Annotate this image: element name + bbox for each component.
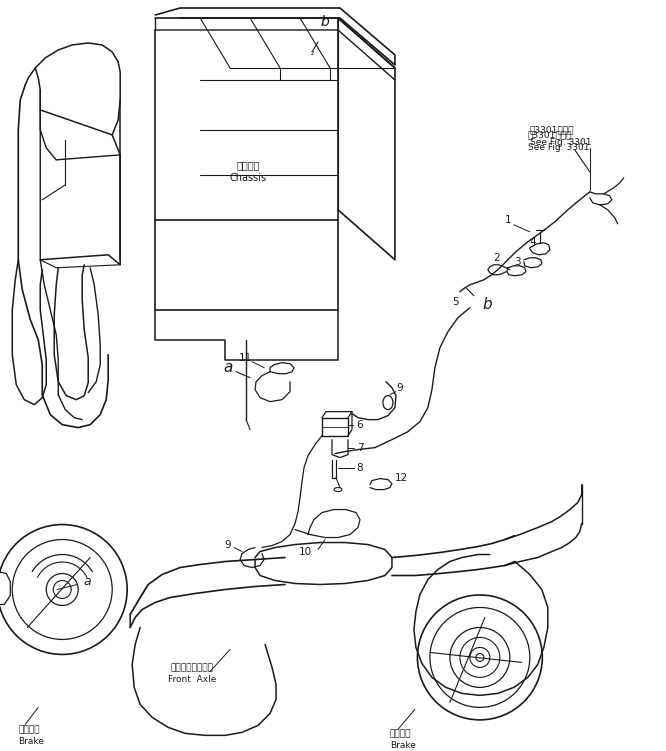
Text: 8: 8 xyxy=(357,463,363,472)
Text: a: a xyxy=(223,360,233,376)
Text: Front  Axle: Front Axle xyxy=(168,675,216,684)
Text: Brake: Brake xyxy=(18,737,44,746)
Text: 第3301図参照: 第3301図参照 xyxy=(528,131,572,140)
Text: シャーシ: シャーシ xyxy=(236,160,260,170)
Text: フロントアクスル: フロントアクスル xyxy=(170,663,214,672)
Text: 5: 5 xyxy=(453,297,459,306)
Text: Chassis: Chassis xyxy=(230,173,266,182)
Text: See Fig. 3301: See Fig. 3301 xyxy=(528,143,589,152)
Text: 12: 12 xyxy=(395,472,408,483)
Text: Brake: Brake xyxy=(390,740,416,749)
Text: ブレーキ: ブレーキ xyxy=(18,725,40,734)
Text: 第3301図参照: 第3301図参照 xyxy=(530,125,574,134)
Text: 4: 4 xyxy=(529,237,536,247)
Text: 11: 11 xyxy=(238,353,252,363)
Text: ブレーキ: ブレーキ xyxy=(390,729,412,738)
Text: See Fig. 3301: See Fig. 3301 xyxy=(530,138,591,147)
Text: 2: 2 xyxy=(494,253,500,263)
Text: 9: 9 xyxy=(397,383,403,393)
Text: 6: 6 xyxy=(357,420,363,430)
Text: b: b xyxy=(320,15,330,29)
Text: b: b xyxy=(482,297,492,312)
Text: ₂: ₂ xyxy=(310,49,314,58)
Text: a: a xyxy=(83,575,91,588)
Text: 10: 10 xyxy=(298,547,312,556)
Text: 3: 3 xyxy=(515,257,521,267)
Text: 9: 9 xyxy=(225,539,231,550)
Text: 7: 7 xyxy=(357,442,363,453)
Text: 1: 1 xyxy=(505,215,511,225)
